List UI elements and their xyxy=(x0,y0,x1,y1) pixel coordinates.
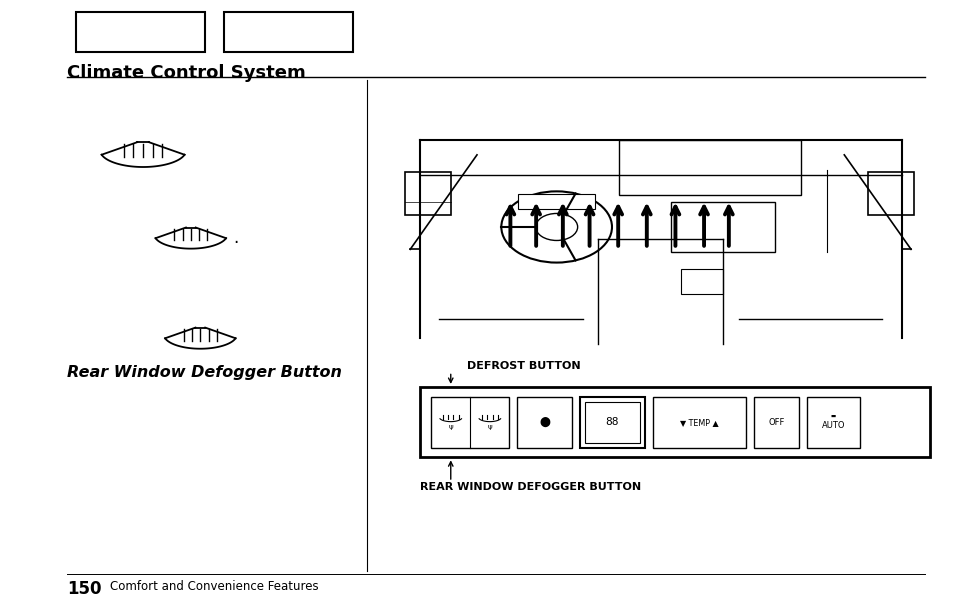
Bar xyxy=(419,387,929,457)
Bar xyxy=(753,397,799,448)
Bar xyxy=(405,171,451,214)
Bar xyxy=(652,397,745,448)
Bar xyxy=(431,397,509,448)
Bar xyxy=(76,12,205,52)
Text: ψ: ψ xyxy=(448,424,453,430)
Bar xyxy=(224,12,353,52)
Text: ⬤: ⬤ xyxy=(538,417,550,427)
Text: 88: 88 xyxy=(605,417,618,427)
Text: Rear Window Defogger Button: Rear Window Defogger Button xyxy=(67,365,341,380)
Text: Comfort and Convenience Features: Comfort and Convenience Features xyxy=(110,580,318,593)
Bar xyxy=(680,270,722,294)
Bar xyxy=(670,202,774,252)
Text: REAR WINDOW DEFOGGER BUTTON: REAR WINDOW DEFOGGER BUTTON xyxy=(419,482,640,492)
Bar xyxy=(584,402,639,443)
Bar xyxy=(579,397,644,448)
Text: DEFROST BUTTON: DEFROST BUTTON xyxy=(467,362,580,371)
Bar xyxy=(806,397,859,448)
Text: ▼ TEMP ▲: ▼ TEMP ▲ xyxy=(679,418,718,427)
Bar xyxy=(618,140,801,195)
Text: AUTO: AUTO xyxy=(821,421,844,430)
Bar xyxy=(867,171,913,214)
Text: ▬: ▬ xyxy=(830,413,835,419)
Text: ψ: ψ xyxy=(487,424,492,430)
Text: Climate Control System: Climate Control System xyxy=(67,64,305,82)
Text: .: . xyxy=(233,228,238,247)
Bar xyxy=(518,194,594,209)
Text: OFF: OFF xyxy=(767,418,784,427)
Bar xyxy=(517,397,572,448)
Text: 150: 150 xyxy=(67,580,101,598)
